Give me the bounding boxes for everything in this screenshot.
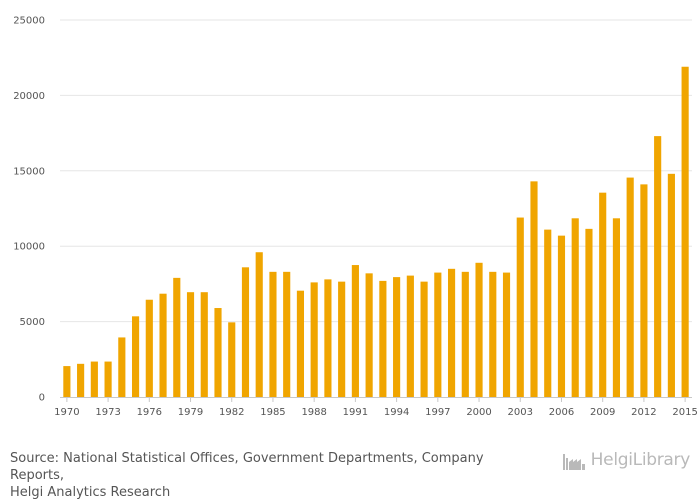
gridlines [60, 19, 692, 323]
x-tick-label: 2009 [590, 407, 615, 418]
bar-1996 [420, 281, 428, 397]
x-tick-label: 2015 [672, 407, 697, 418]
bar-1978 [173, 277, 181, 397]
x-tick-label: 1985 [260, 407, 285, 418]
bar-1984 [255, 252, 263, 397]
bar-1987 [296, 290, 305, 397]
bar-1986 [283, 271, 291, 397]
bar-2008 [585, 228, 593, 397]
x-tick-label: 1994 [384, 407, 409, 418]
bar-2004 [530, 181, 538, 397]
bar-1988 [310, 282, 318, 397]
bar-1995 [406, 275, 414, 397]
source-line-2: Helgi Analytics Research [10, 485, 171, 500]
bar-1972 [90, 361, 98, 397]
y-axis-ticks: 0 5000 10000 15000 20000 25000 [13, 16, 45, 404]
y-tick-label: 15000 [13, 166, 45, 177]
x-tick-label: 1997 [425, 407, 450, 418]
bar-2014 [667, 173, 675, 397]
bar-2015 [681, 66, 689, 398]
bar-2010 [612, 218, 621, 397]
bar-1974 [118, 337, 126, 397]
bar-1998 [447, 268, 456, 397]
source-note: Source: National Statistical Offices, Go… [10, 450, 540, 501]
bar-1977 [159, 293, 167, 397]
y-tick-label: 25000 [13, 16, 45, 27]
x-tick-label: 1979 [178, 407, 203, 418]
bar-1999 [461, 271, 469, 397]
source-line-1: Source: National Statistical Offices, Go… [10, 451, 484, 483]
bar-1976 [145, 299, 153, 397]
x-tick-label: 1976 [137, 407, 162, 418]
y-tick-label: 10000 [13, 242, 45, 253]
bar-1992 [365, 273, 373, 397]
bar-1993 [379, 280, 387, 397]
bar-1970 [63, 366, 71, 397]
y-tick-label: 0 [39, 393, 45, 404]
bar-1989 [324, 279, 332, 397]
bar-1975 [131, 316, 140, 397]
bar-2003 [516, 217, 524, 397]
factory-icon [562, 450, 586, 470]
bar-1991 [351, 265, 359, 397]
bar-1982 [228, 322, 236, 397]
bar-1979 [186, 292, 195, 397]
bar-2009 [599, 192, 607, 397]
helgi-library-logo: HelgiLibrary [562, 450, 690, 470]
bar-1994 [393, 277, 401, 397]
bar-1981 [214, 308, 222, 397]
bar-1985 [269, 271, 277, 397]
bar-2012 [640, 184, 648, 397]
x-tick-label: 1982 [219, 407, 244, 418]
bar-2006 [557, 235, 566, 397]
y-tick-label: 5000 [20, 317, 45, 328]
x-tick-label: 2000 [466, 407, 491, 418]
footer: Source: National Statistical Offices, Go… [0, 440, 700, 500]
x-tick-label: 1991 [343, 407, 368, 418]
bar-2001 [489, 271, 497, 397]
x-tick-label: 2012 [631, 407, 656, 418]
logo-text: HelgiLibrary [590, 450, 691, 470]
x-tick-label: 2003 [508, 407, 533, 418]
x-tick-label: 1970 [54, 407, 79, 418]
bar-1971 [77, 363, 85, 397]
bar-2007 [571, 218, 579, 397]
bar-1990 [338, 281, 346, 397]
bar-1997 [434, 272, 442, 397]
bar-2000 [475, 262, 483, 397]
bar-2002 [502, 272, 511, 397]
bar-2013 [654, 136, 662, 397]
bar-1983 [241, 267, 250, 397]
x-tick-label: 1988 [301, 407, 326, 418]
x-tick-label: 1973 [95, 407, 120, 418]
bar-1973 [104, 361, 112, 397]
bars [63, 66, 689, 398]
bar-2005 [544, 229, 552, 397]
x-axis-ticks: 1970 1973 1976 1979 1982 1985 1988 1991 1994 1997… [54, 397, 698, 418]
x-tick-label: 2006 [549, 407, 574, 418]
bar-2011 [626, 177, 634, 397]
bar-1980 [200, 292, 208, 397]
y-tick-label: 20000 [13, 91, 45, 102]
